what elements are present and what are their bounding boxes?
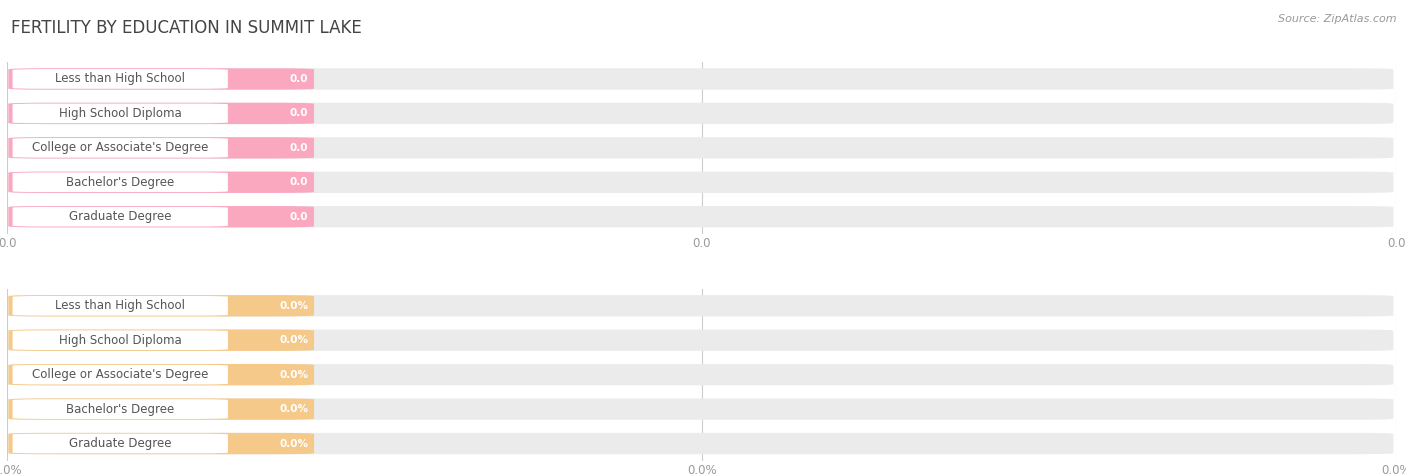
FancyBboxPatch shape — [8, 364, 1393, 385]
FancyBboxPatch shape — [13, 138, 228, 158]
FancyBboxPatch shape — [13, 104, 228, 123]
FancyBboxPatch shape — [8, 364, 314, 385]
Text: 0.0%: 0.0% — [280, 404, 308, 414]
FancyBboxPatch shape — [13, 69, 228, 89]
Text: Less than High School: Less than High School — [55, 73, 186, 86]
Text: Graduate Degree: Graduate Degree — [69, 210, 172, 223]
FancyBboxPatch shape — [8, 399, 314, 420]
FancyBboxPatch shape — [8, 206, 314, 228]
FancyBboxPatch shape — [8, 206, 1393, 228]
Text: 0.0: 0.0 — [290, 143, 308, 153]
Text: Bachelor's Degree: Bachelor's Degree — [66, 176, 174, 189]
Text: 0.0%: 0.0% — [280, 301, 308, 311]
Text: 0.0: 0.0 — [290, 177, 308, 187]
Text: High School Diploma: High School Diploma — [59, 107, 181, 120]
FancyBboxPatch shape — [8, 295, 314, 316]
FancyBboxPatch shape — [13, 207, 228, 227]
FancyBboxPatch shape — [8, 171, 1393, 193]
Text: 0.0: 0.0 — [290, 74, 308, 84]
FancyBboxPatch shape — [8, 295, 1393, 316]
FancyBboxPatch shape — [8, 137, 1393, 159]
FancyBboxPatch shape — [8, 330, 1393, 351]
Text: Source: ZipAtlas.com: Source: ZipAtlas.com — [1278, 14, 1396, 24]
FancyBboxPatch shape — [13, 172, 228, 192]
FancyBboxPatch shape — [8, 68, 1393, 90]
Text: 0.0%: 0.0% — [280, 438, 308, 448]
Text: High School Diploma: High School Diploma — [59, 334, 181, 347]
Text: Graduate Degree: Graduate Degree — [69, 437, 172, 450]
FancyBboxPatch shape — [8, 433, 314, 454]
FancyBboxPatch shape — [13, 331, 228, 350]
FancyBboxPatch shape — [8, 103, 314, 124]
Text: 0.0%: 0.0% — [280, 335, 308, 345]
FancyBboxPatch shape — [8, 330, 314, 351]
FancyBboxPatch shape — [13, 365, 228, 384]
FancyBboxPatch shape — [8, 103, 1393, 124]
FancyBboxPatch shape — [13, 296, 228, 315]
Text: College or Associate's Degree: College or Associate's Degree — [32, 142, 208, 154]
Text: Bachelor's Degree: Bachelor's Degree — [66, 403, 174, 416]
FancyBboxPatch shape — [13, 399, 228, 419]
Text: 0.0%: 0.0% — [280, 370, 308, 380]
FancyBboxPatch shape — [8, 399, 1393, 420]
FancyBboxPatch shape — [8, 137, 314, 159]
FancyBboxPatch shape — [8, 68, 314, 90]
FancyBboxPatch shape — [8, 171, 314, 193]
FancyBboxPatch shape — [13, 434, 228, 453]
Text: 0.0: 0.0 — [290, 108, 308, 118]
Text: College or Associate's Degree: College or Associate's Degree — [32, 368, 208, 381]
Text: FERTILITY BY EDUCATION IN SUMMIT LAKE: FERTILITY BY EDUCATION IN SUMMIT LAKE — [11, 19, 361, 37]
Text: Less than High School: Less than High School — [55, 299, 186, 312]
FancyBboxPatch shape — [8, 433, 1393, 454]
Text: 0.0: 0.0 — [290, 212, 308, 222]
